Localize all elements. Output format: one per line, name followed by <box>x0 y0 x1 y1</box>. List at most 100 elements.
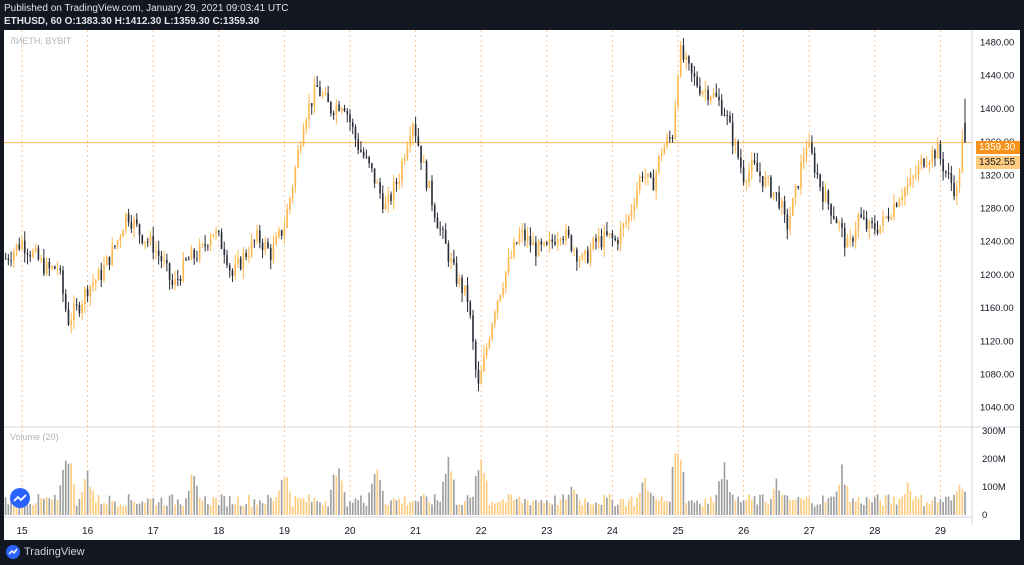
price-volume-chart[interactable]: 15 16 17 18 19 20 21 22 23 24 25 26 27 28 29 1040.00 108… <box>4 30 1020 540</box>
volume-bar <box>245 503 247 515</box>
volume-bar <box>518 496 521 515</box>
volume-bar <box>873 497 876 515</box>
candle-body <box>504 271 507 288</box>
chart-frame[interactable]: 15 16 17 18 19 20 21 22 23 24 25 26 27 28 29 1040.00 108… <box>4 30 1020 540</box>
candle-body <box>64 293 67 310</box>
volume-bar <box>595 502 597 515</box>
candle-body <box>597 236 600 242</box>
candle-body <box>155 250 157 253</box>
volume-bar <box>671 466 674 515</box>
volume-bar <box>953 495 955 515</box>
candle-body <box>242 252 245 270</box>
volume-bar <box>600 505 603 515</box>
volume-bar <box>515 499 518 515</box>
candle-body <box>942 159 944 172</box>
volume-bar <box>494 503 496 515</box>
volume-bar <box>433 494 436 515</box>
volume-bar <box>783 495 786 515</box>
volume-bar <box>86 470 89 515</box>
candle-body <box>920 159 923 166</box>
volume-bar <box>660 496 663 515</box>
volume-bar <box>841 464 843 515</box>
candle-body <box>625 221 627 224</box>
candle-body <box>18 244 21 250</box>
volume-bar <box>436 500 439 515</box>
volume-bar <box>40 498 42 515</box>
candle-body <box>660 154 663 157</box>
candle-body <box>395 181 398 184</box>
volume-bar <box>630 496 633 515</box>
volume-bar <box>576 494 578 515</box>
volume-bar <box>351 502 354 515</box>
candle-body <box>474 341 477 370</box>
volume-bar <box>231 504 234 515</box>
candle-body <box>778 192 780 208</box>
candle-body <box>226 255 228 266</box>
volume-bar <box>469 497 472 515</box>
candle-body <box>775 192 778 194</box>
candle-body <box>917 165 920 175</box>
candle-body <box>26 253 29 255</box>
volume-bar <box>338 468 340 515</box>
candle-body <box>316 85 319 87</box>
volume-bar <box>614 506 616 515</box>
x-tick-label: 18 <box>213 526 225 537</box>
volume-bar <box>666 500 668 515</box>
candle-body <box>737 141 739 158</box>
volume-bar <box>346 506 349 515</box>
volume-bar <box>532 501 534 515</box>
volume-bar <box>835 491 838 515</box>
candle-body <box>715 92 718 97</box>
volume-bar <box>901 496 903 515</box>
candle-body <box>308 103 310 120</box>
candle-body <box>581 254 584 260</box>
volume-bar <box>942 502 944 515</box>
candle-body <box>75 304 78 306</box>
candle-body <box>955 186 958 197</box>
candle-body <box>444 230 447 244</box>
candle-body <box>174 278 176 285</box>
candle-body <box>86 288 89 297</box>
candle-body <box>783 201 786 215</box>
volume-bar <box>327 506 329 515</box>
candle-body <box>458 277 461 284</box>
candle-body <box>215 230 217 235</box>
candle-body <box>912 176 914 179</box>
volume-bar <box>409 502 411 515</box>
candle-body <box>496 300 499 313</box>
candle-body <box>939 143 942 160</box>
candle-body <box>627 215 630 222</box>
volume-bar <box>163 505 165 515</box>
candle-body <box>887 216 890 219</box>
candle-body <box>830 203 832 216</box>
volume-bar <box>70 463 73 515</box>
candle-body <box>193 249 196 259</box>
volume-bar <box>332 474 335 515</box>
volume-bar <box>565 499 567 515</box>
candle-body <box>813 152 816 173</box>
volume-bar <box>253 499 256 515</box>
volume-bar <box>302 498 305 515</box>
volume-bar <box>923 506 925 515</box>
volume-bar <box>504 502 507 515</box>
volume-bar <box>778 490 780 515</box>
candle-body <box>953 183 955 197</box>
candle-body <box>622 223 625 229</box>
candle-body <box>371 163 373 169</box>
volume-bar <box>289 491 291 515</box>
volume-bar <box>830 496 832 515</box>
candle-body <box>576 249 578 262</box>
candle-body <box>133 219 135 229</box>
candle-body <box>529 235 532 246</box>
volume-bar <box>453 479 455 515</box>
candle-body <box>882 216 884 226</box>
volume-bar <box>556 505 559 515</box>
candle-body <box>863 217 865 219</box>
candle-body <box>723 114 726 116</box>
candle-body <box>674 106 677 139</box>
x-tick-label: 16 <box>82 526 94 537</box>
volume-bar <box>97 495 100 515</box>
volume-bar <box>105 504 108 515</box>
volume-bar <box>800 498 802 515</box>
candle-body <box>384 203 387 210</box>
